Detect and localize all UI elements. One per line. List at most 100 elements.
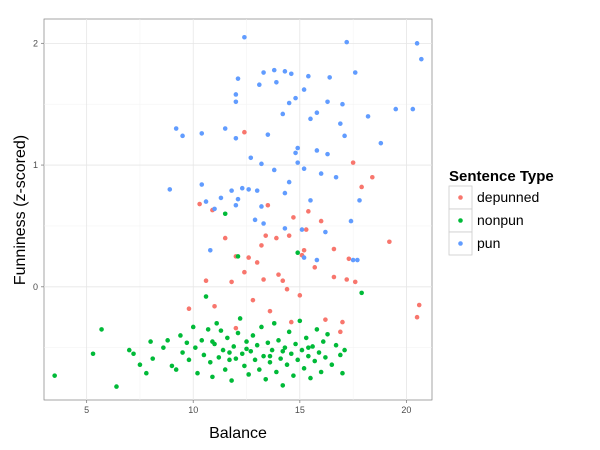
point-pun: [199, 131, 205, 136]
point-depunned: [203, 278, 209, 284]
point-depunned: [274, 235, 279, 241]
point-pun: [295, 160, 300, 165]
point-nonpun: [265, 340, 271, 346]
point-nonpun: [242, 363, 247, 369]
point-nonpun: [225, 335, 230, 341]
point-pun: [410, 106, 416, 112]
point-nonpun: [303, 335, 309, 341]
point-nonpun: [257, 367, 262, 372]
point-pun: [286, 179, 292, 185]
point-depunned: [303, 227, 309, 232]
point-depunned: [212, 303, 217, 309]
point-nonpun: [126, 347, 132, 353]
point-pun: [293, 95, 298, 101]
point-nonpun: [244, 339, 249, 344]
point-nonpun: [90, 351, 96, 357]
point-nonpun: [131, 351, 136, 357]
point-depunned: [323, 317, 328, 322]
point-nonpun: [137, 362, 143, 367]
point-pun: [254, 188, 260, 193]
point-nonpun: [99, 327, 104, 332]
point-depunned: [331, 274, 337, 280]
legend-swatch-nonpun: [458, 218, 463, 223]
point-pun: [235, 76, 241, 81]
point-nonpun: [190, 324, 196, 330]
point-nonpun: [297, 318, 303, 324]
point-pun: [342, 133, 347, 139]
point-depunned: [301, 247, 307, 253]
point-nonpun: [314, 327, 320, 332]
point-depunned: [186, 306, 192, 312]
point-nonpun: [195, 370, 200, 376]
point-pun: [280, 111, 286, 117]
point-pun: [325, 99, 330, 105]
point-pun: [393, 106, 399, 112]
point-nonpun: [210, 374, 215, 380]
point-pun: [350, 257, 356, 263]
point-depunned: [286, 233, 292, 238]
point-pun: [257, 82, 262, 88]
point-depunned: [331, 246, 337, 252]
point-nonpun: [340, 370, 345, 376]
point-nonpun: [278, 356, 283, 361]
point-nonpun: [231, 344, 237, 349]
point-nonpun: [218, 328, 224, 333]
point-nonpun: [323, 355, 328, 360]
point-nonpun: [216, 355, 222, 360]
x-tick-label: 20: [401, 405, 411, 415]
point-nonpun: [193, 345, 198, 350]
legend-swatch-pun: [458, 241, 463, 246]
point-depunned: [263, 233, 269, 238]
point-pun: [301, 255, 307, 260]
x-tick-label: 15: [295, 405, 305, 415]
point-nonpun: [299, 347, 305, 353]
point-pun: [233, 135, 239, 141]
point-nonpun: [205, 327, 211, 332]
point-nonpun: [114, 384, 119, 389]
point-pun: [248, 155, 254, 161]
point-pun: [325, 151, 330, 157]
point-nonpun: [169, 363, 175, 369]
point-nonpun: [267, 353, 273, 359]
point-nonpun: [252, 357, 258, 363]
point-pun: [323, 229, 328, 235]
point-pun: [340, 101, 345, 107]
point-pun: [239, 185, 245, 191]
point-nonpun: [210, 339, 215, 344]
point-nonpun: [186, 357, 192, 363]
point-pun: [265, 132, 271, 137]
point-depunned: [280, 278, 286, 284]
point-pun: [314, 148, 320, 153]
point-nonpun: [222, 211, 228, 217]
point-pun: [348, 218, 354, 224]
point-nonpun: [199, 338, 205, 343]
point-nonpun: [291, 373, 296, 378]
point-depunned: [265, 202, 271, 208]
point-pun: [333, 174, 339, 180]
point-pun: [357, 198, 362, 203]
point-depunned: [414, 314, 420, 320]
point-nonpun: [227, 350, 232, 355]
point-nonpun: [235, 254, 241, 259]
point-nonpun: [284, 362, 290, 367]
point-depunned: [344, 277, 350, 282]
y-tick-label: 1: [33, 160, 38, 170]
point-depunned: [250, 297, 256, 303]
point-pun: [308, 198, 313, 203]
point-depunned: [416, 302, 422, 308]
point-nonpun: [329, 362, 335, 367]
legend-swatch-depunned: [458, 195, 463, 200]
point-nonpun: [184, 340, 190, 346]
point-depunned: [222, 235, 228, 241]
point-depunned: [233, 325, 239, 331]
point-nonpun: [286, 329, 292, 335]
point-nonpun: [235, 330, 241, 336]
point-nonpun: [301, 366, 307, 371]
point-depunned: [261, 277, 266, 282]
point-nonpun: [280, 383, 286, 388]
legend-title: Sentence Type: [449, 168, 554, 185]
point-depunned: [229, 279, 234, 285]
data-points: [52, 34, 424, 389]
point-pun: [282, 69, 288, 74]
